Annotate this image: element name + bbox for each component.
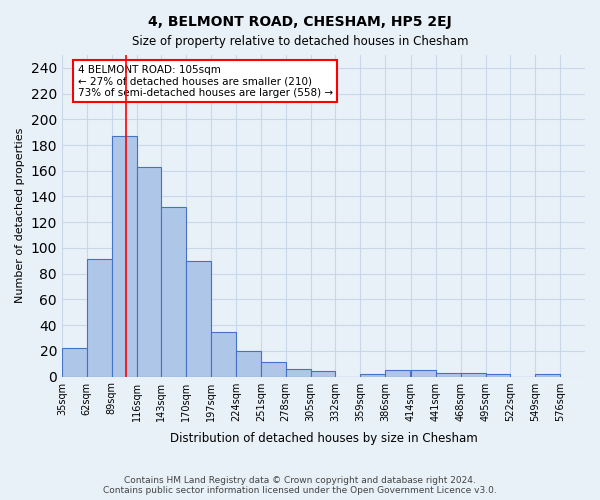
Bar xyxy=(311,372,335,376)
Bar xyxy=(535,374,560,376)
Bar xyxy=(411,370,436,376)
Bar xyxy=(211,332,236,376)
Bar xyxy=(236,351,261,376)
X-axis label: Distribution of detached houses by size in Chesham: Distribution of detached houses by size … xyxy=(170,432,478,445)
Bar xyxy=(261,362,286,376)
Bar xyxy=(286,369,311,376)
Bar xyxy=(360,374,385,376)
Text: Contains HM Land Registry data © Crown copyright and database right 2024.
Contai: Contains HM Land Registry data © Crown c… xyxy=(103,476,497,495)
Bar xyxy=(87,260,112,376)
Bar xyxy=(161,207,186,376)
Bar xyxy=(485,374,511,376)
Y-axis label: Number of detached properties: Number of detached properties xyxy=(15,128,25,304)
Text: 4, BELMONT ROAD, CHESHAM, HP5 2EJ: 4, BELMONT ROAD, CHESHAM, HP5 2EJ xyxy=(148,15,452,29)
Bar xyxy=(436,372,461,376)
Text: Size of property relative to detached houses in Chesham: Size of property relative to detached ho… xyxy=(132,35,468,48)
Text: 4 BELMONT ROAD: 105sqm
← 27% of detached houses are smaller (210)
73% of semi-de: 4 BELMONT ROAD: 105sqm ← 27% of detached… xyxy=(77,64,333,98)
Bar xyxy=(62,348,87,376)
Bar xyxy=(112,136,137,376)
Bar xyxy=(186,261,211,376)
Bar xyxy=(461,372,485,376)
Bar xyxy=(385,370,410,376)
Bar xyxy=(137,167,161,376)
